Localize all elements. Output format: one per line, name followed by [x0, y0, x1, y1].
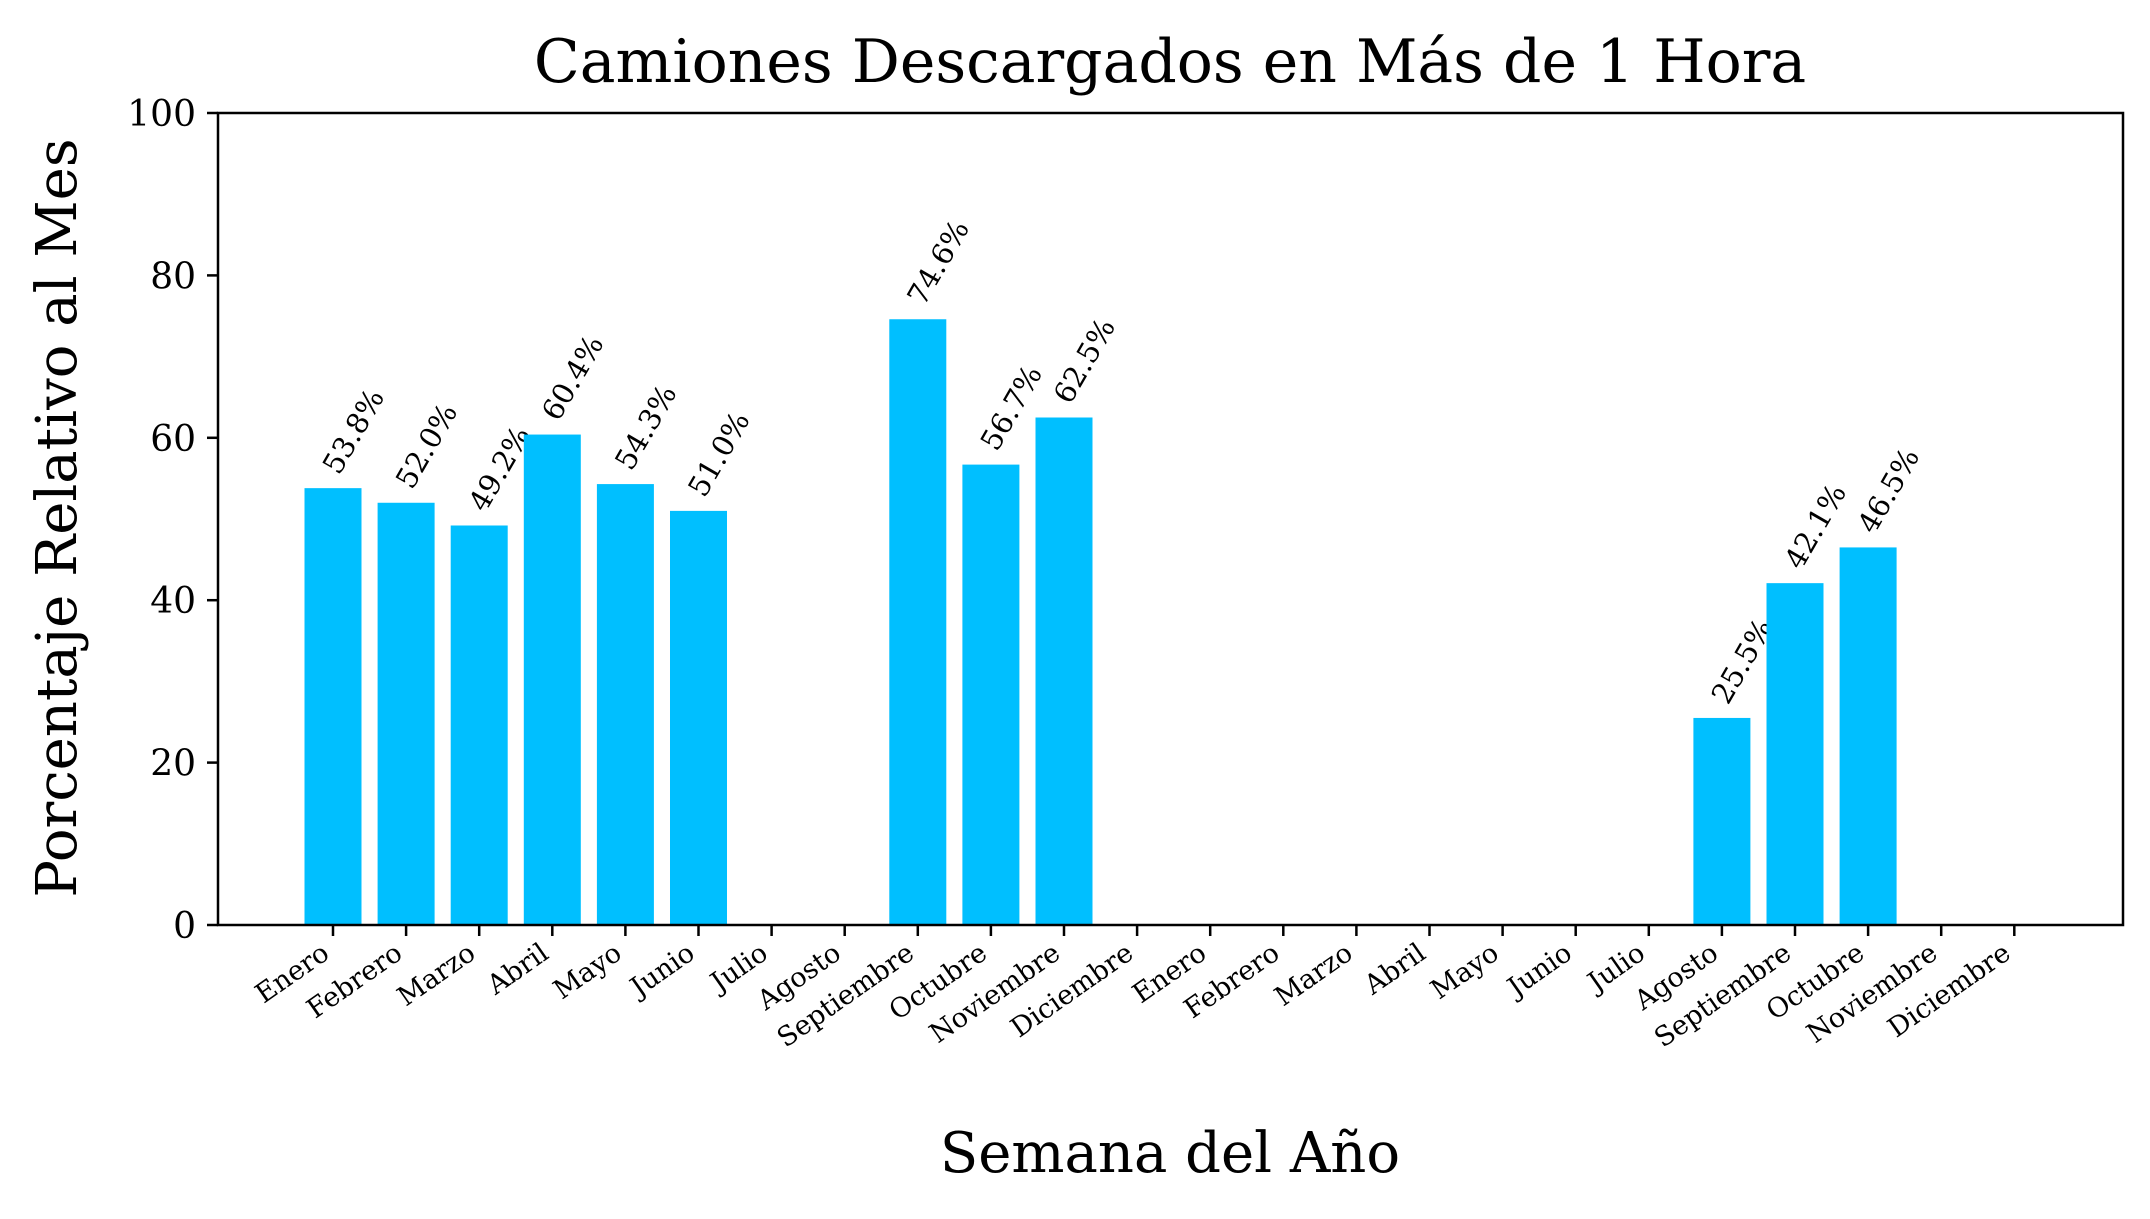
y-tick-label: 40: [150, 581, 196, 622]
bar: [1693, 717, 1751, 925]
data-label: 54.3%: [608, 379, 684, 476]
x-tick-label: Junio: [623, 937, 701, 1005]
bar: [596, 484, 654, 925]
data-label: 74.6%: [900, 214, 976, 311]
x-tick-label: Mayo: [1425, 937, 1504, 1006]
x-tick-label: Junio: [1500, 937, 1578, 1005]
x-tick-label: Abril: [1358, 937, 1431, 1001]
data-label: 53.8%: [316, 383, 392, 480]
y-axis-label: Porcentaje Relativo al Mes: [25, 138, 90, 897]
data-label: 51.0%: [681, 406, 757, 503]
data-label: 46.5%: [1851, 442, 1927, 539]
bar: [670, 510, 727, 925]
bar: [1766, 583, 1824, 925]
y-tick-label: 0: [173, 906, 196, 947]
data-label: 52.0%: [389, 397, 465, 494]
y-tick-label: 60: [150, 419, 196, 460]
bar: [1839, 547, 1897, 925]
bar: [304, 488, 362, 925]
bar: [377, 502, 435, 925]
plot-frame: [216, 111, 2125, 927]
data-label: 62.5%: [1047, 312, 1123, 409]
y-tick-label: 80: [150, 256, 196, 297]
x-tick-label: Marzo: [392, 937, 481, 1012]
bar: [450, 525, 508, 925]
bar: [889, 319, 947, 925]
bar: [523, 434, 581, 925]
chart-title: Camiones Descargados en Más de 1 Hora: [534, 27, 1806, 97]
y-tick-label: 100: [127, 94, 196, 135]
x-tick-label: Marzo: [1269, 937, 1358, 1012]
x-axis-label: Semana del Año: [940, 1121, 1400, 1186]
bar: [962, 464, 1020, 925]
data-label: 60.4%: [535, 329, 611, 426]
plot-area: 02040608010053.8%Enero52.0%Febrero49.2%M…: [127, 94, 2016, 1054]
x-tick-label: Mayo: [548, 937, 627, 1006]
y-tick-label: 20: [150, 744, 196, 785]
x-tick-label: Abril: [481, 937, 554, 1001]
bar: [1035, 417, 1093, 925]
